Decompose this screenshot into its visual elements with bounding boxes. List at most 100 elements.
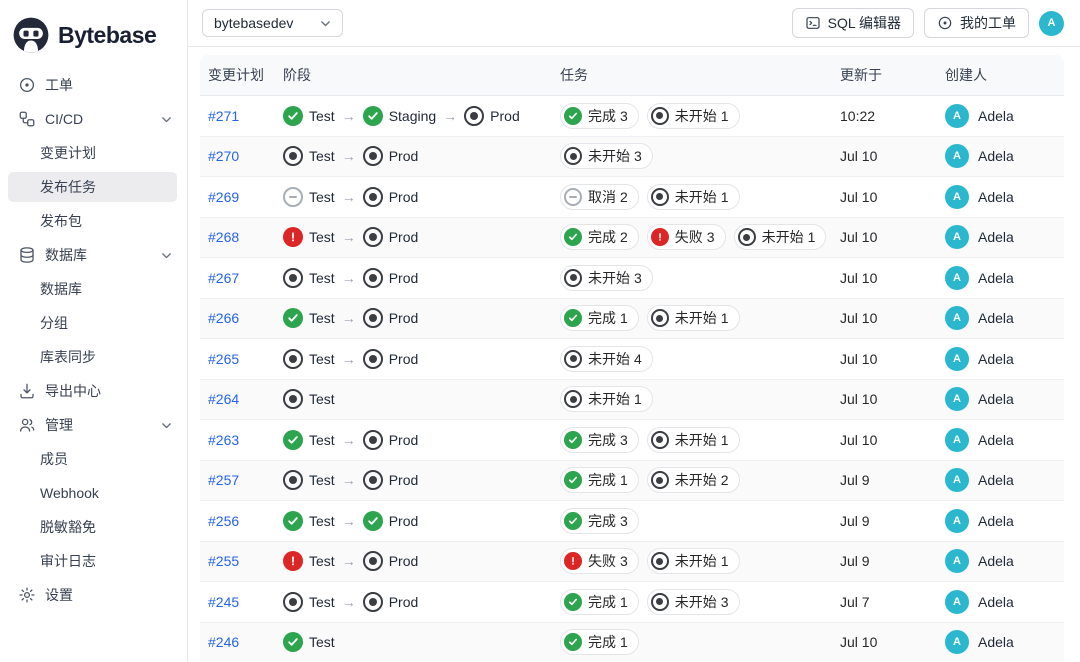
task-cell: 未开始 3 (560, 264, 840, 291)
table-row[interactable]: #269 Test → Prod 取消 2 未开始 1 Jul 10 A Adela (200, 177, 1064, 218)
sidebar-item-members[interactable]: 成员 (0, 442, 187, 476)
sidebar-item-manage[interactable]: 管理 (0, 408, 187, 442)
table-row[interactable]: #255 Test → Prod 失败 3 未开始 1 Jul 9 A Adela (200, 541, 1064, 582)
creator-avatar: A (945, 630, 969, 655)
creator-name: Adela (978, 310, 1014, 327)
task-status-pill: 未开始 1 (560, 386, 653, 413)
bytebase-logo[interactable]: Bytebase (0, 10, 187, 68)
plan-link[interactable]: #267 (208, 269, 240, 286)
table-row[interactable]: #264 Test 未开始 1 Jul 10 A Adela (200, 379, 1064, 420)
plan-link[interactable]: #265 (208, 350, 240, 367)
plan-link[interactable]: #270 (208, 148, 240, 165)
stage-cell: Test → Prod (283, 470, 560, 491)
task-count: 4 (634, 350, 642, 367)
stage-name: Staging (388, 107, 437, 124)
task-status-label: 失败 (588, 553, 616, 570)
status-success-icon (362, 510, 383, 531)
status-not-started-icon (564, 268, 582, 287)
topbar: bytebasedev SQL 编辑器 我的工单 A (188, 0, 1080, 47)
sidebar-item-sync-schema[interactable]: 库表同步 (0, 340, 187, 374)
task-status-label: 完成 (588, 512, 616, 529)
table-row[interactable]: #270 Test → Prod 未开始 3 Jul 10 A Adela (200, 136, 1064, 177)
task-status-label: 未开始 (674, 107, 717, 124)
status-not-started-icon (362, 186, 383, 207)
sidebar-item-audit-log[interactable]: 审计日志 (0, 544, 187, 578)
creator-cell: A Adela (945, 508, 1064, 533)
task-count: 2 (620, 229, 628, 246)
stage-chip: Prod (464, 105, 520, 126)
creator-avatar: A (945, 265, 969, 290)
sidebar-item-change-plans[interactable]: 变更计划 (0, 136, 187, 170)
table-row[interactable]: #268 Test → Prod 完成 2 失败 3 未开始 1 Jul 10 A Adela (200, 217, 1064, 258)
stage-chip: Test (283, 470, 335, 491)
task-status-pill: 未开始 3 (560, 143, 653, 170)
sidebar-item-issues[interactable]: 工单 (0, 68, 187, 102)
task-count: 1 (720, 107, 729, 124)
plan-link[interactable]: #246 (208, 634, 240, 651)
plan-link[interactable]: #266 (208, 310, 240, 327)
status-failed-icon (283, 551, 303, 572)
stage-chip: Test (283, 267, 335, 288)
status-not-started-icon (650, 430, 669, 449)
task-cell: 未开始 1 (560, 386, 840, 413)
plan-link[interactable]: #269 (208, 188, 240, 205)
sidebar-item-export-center[interactable]: 导出中心 (0, 374, 187, 408)
stage-name: Prod (388, 431, 419, 448)
task-count: 1 (720, 310, 729, 327)
sidebar-item-groups[interactable]: 分组 (0, 306, 187, 340)
sidebar-item-release-tasks[interactable]: 发布任务 (0, 170, 187, 204)
sidebar-item-release-packages[interactable]: 发布包 (0, 204, 187, 238)
plan-link[interactable]: #263 (208, 431, 240, 448)
creator-avatar: A (945, 225, 969, 250)
plan-link[interactable]: #271 (208, 107, 240, 124)
sidebar-item-webhook[interactable]: Webhook (0, 476, 187, 510)
sidebar-item-database-group[interactable]: 数据库 (0, 238, 187, 272)
table-row[interactable]: #267 Test → Prod 未开始 3 Jul 10 A Adela (200, 258, 1064, 299)
table-row[interactable]: #265 Test → Prod 未开始 4 Jul 10 A Adela (200, 339, 1064, 380)
stage-cell: Test → Prod (283, 146, 560, 167)
table-row[interactable]: #257 Test → Prod 完成 1 未开始 2 Jul 9 A Adela (200, 460, 1064, 501)
task-status-label: 失败 (674, 229, 703, 246)
my-issues-button[interactable]: 我的工单 (924, 8, 1029, 38)
sidebar-item-masking-exemption[interactable]: 脱敏豁免 (0, 510, 187, 544)
plan-link[interactable]: #255 (208, 553, 240, 570)
plan-link[interactable]: #256 (208, 512, 240, 529)
table-row[interactable]: #256 Test → Prod 完成 3 Jul 9 A Adela (200, 501, 1064, 542)
table-row[interactable]: #271 Test → Staging → Prod 完成 3 未开始 1 10:22 A Adela (200, 96, 1064, 137)
project-selector-value: bytebasedev (214, 15, 294, 31)
plan-link[interactable]: #268 (208, 229, 240, 246)
table-row[interactable]: #263 Test → Prod 完成 3 未开始 1 Jul 10 A Adela (200, 420, 1064, 461)
table-row[interactable]: #245 Test → Prod 完成 1 未开始 3 Jul 7 A Adela (200, 582, 1064, 623)
stage-chip: Test (283, 551, 335, 572)
project-selector[interactable]: bytebasedev (202, 9, 344, 37)
task-count: 1 (634, 391, 642, 408)
sidebar-item-label: 脱敏豁免 (40, 519, 96, 535)
status-not-started-icon (283, 591, 303, 612)
creator-name: Adela (978, 350, 1014, 367)
stage-name: Prod (388, 188, 419, 205)
task-status-pill: 未开始 2 (646, 467, 740, 494)
table-row[interactable]: #266 Test → Prod 完成 1 未开始 1 Jul 10 A Adela (200, 298, 1064, 339)
status-not-started-icon (283, 470, 303, 491)
status-not-started-icon (362, 551, 383, 572)
task-status-pill: 未开始 4 (560, 345, 653, 372)
sidebar-item-cicd[interactable]: CI/CD (0, 102, 187, 136)
status-not-started-icon (362, 591, 383, 612)
plan-link[interactable]: #245 (208, 593, 240, 610)
arrow-right-icon: → (341, 593, 356, 610)
sql-editor-button[interactable]: SQL 编辑器 (791, 8, 914, 38)
task-cell: 完成 1 未开始 2 (560, 467, 840, 494)
stage-chip: Prod (362, 429, 419, 450)
sidebar-item-databases[interactable]: 数据库 (0, 272, 187, 306)
user-avatar[interactable]: A (1039, 10, 1064, 36)
plan-link[interactable]: #264 (208, 391, 240, 408)
sidebar-item-label: 发布任务 (40, 179, 96, 195)
status-failed-icon (650, 228, 669, 247)
creator-cell: A Adela (945, 265, 1064, 290)
plan-link[interactable]: #257 (208, 472, 240, 489)
table-row[interactable]: #246 Test 完成 1 Jul 10 A Adela (200, 622, 1064, 662)
sidebar-item-settings[interactable]: 设置 (0, 578, 187, 612)
status-not-started-icon (650, 187, 669, 206)
task-status-label: 完成 (588, 229, 616, 246)
